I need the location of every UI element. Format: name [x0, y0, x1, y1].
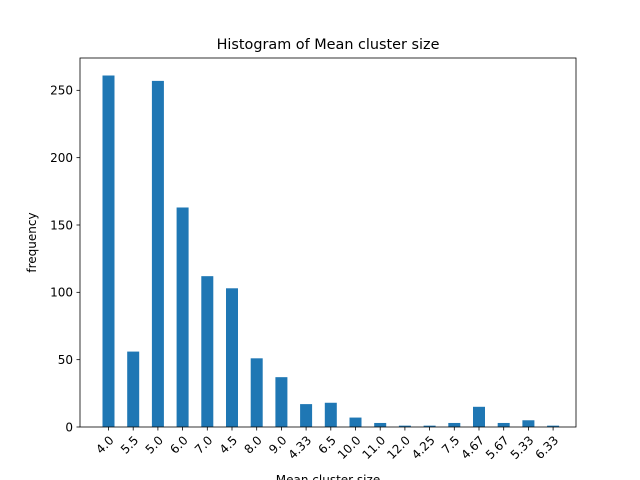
y-axis: 0 50 100 150 200 250: [50, 84, 80, 434]
bars-layer: [102, 75, 560, 427]
bar-4-5: [226, 288, 238, 427]
y-tick-label: 250: [50, 84, 73, 98]
bar-6-33: [547, 425, 560, 427]
y-tick-label: 0: [65, 420, 73, 434]
bar-5-67: [497, 422, 510, 427]
bar-4-25: [423, 425, 436, 427]
bar-4-0: [102, 75, 115, 427]
chart-title: Histogram of Mean cluster size: [217, 37, 440, 53]
bar-11-0: [374, 422, 387, 427]
bar-6-5: [324, 402, 337, 427]
bar-5-0: [151, 80, 164, 427]
bar-5-33: [522, 420, 535, 427]
y-tick-label: 200: [50, 151, 73, 165]
bar-9-0: [275, 377, 288, 427]
bar-6-0: [176, 207, 189, 427]
bar-7-5: [448, 422, 461, 427]
bar-5-5: [127, 351, 140, 427]
y-tick-label: 50: [58, 353, 73, 367]
bar-7-0: [201, 276, 214, 427]
y-tick-label: 150: [50, 218, 73, 232]
bar-12-0: [398, 425, 411, 427]
bar-4-33: [300, 404, 313, 427]
bar-4-67: [473, 406, 485, 427]
bar-8-0: [250, 358, 263, 427]
y-tick-label: 100: [50, 286, 73, 300]
y-axis-label: frequency: [25, 212, 39, 272]
bar-10-0: [349, 417, 362, 427]
plot-frame: [79, 57, 577, 428]
x-axis-label: Mean cluster size: [276, 473, 380, 480]
